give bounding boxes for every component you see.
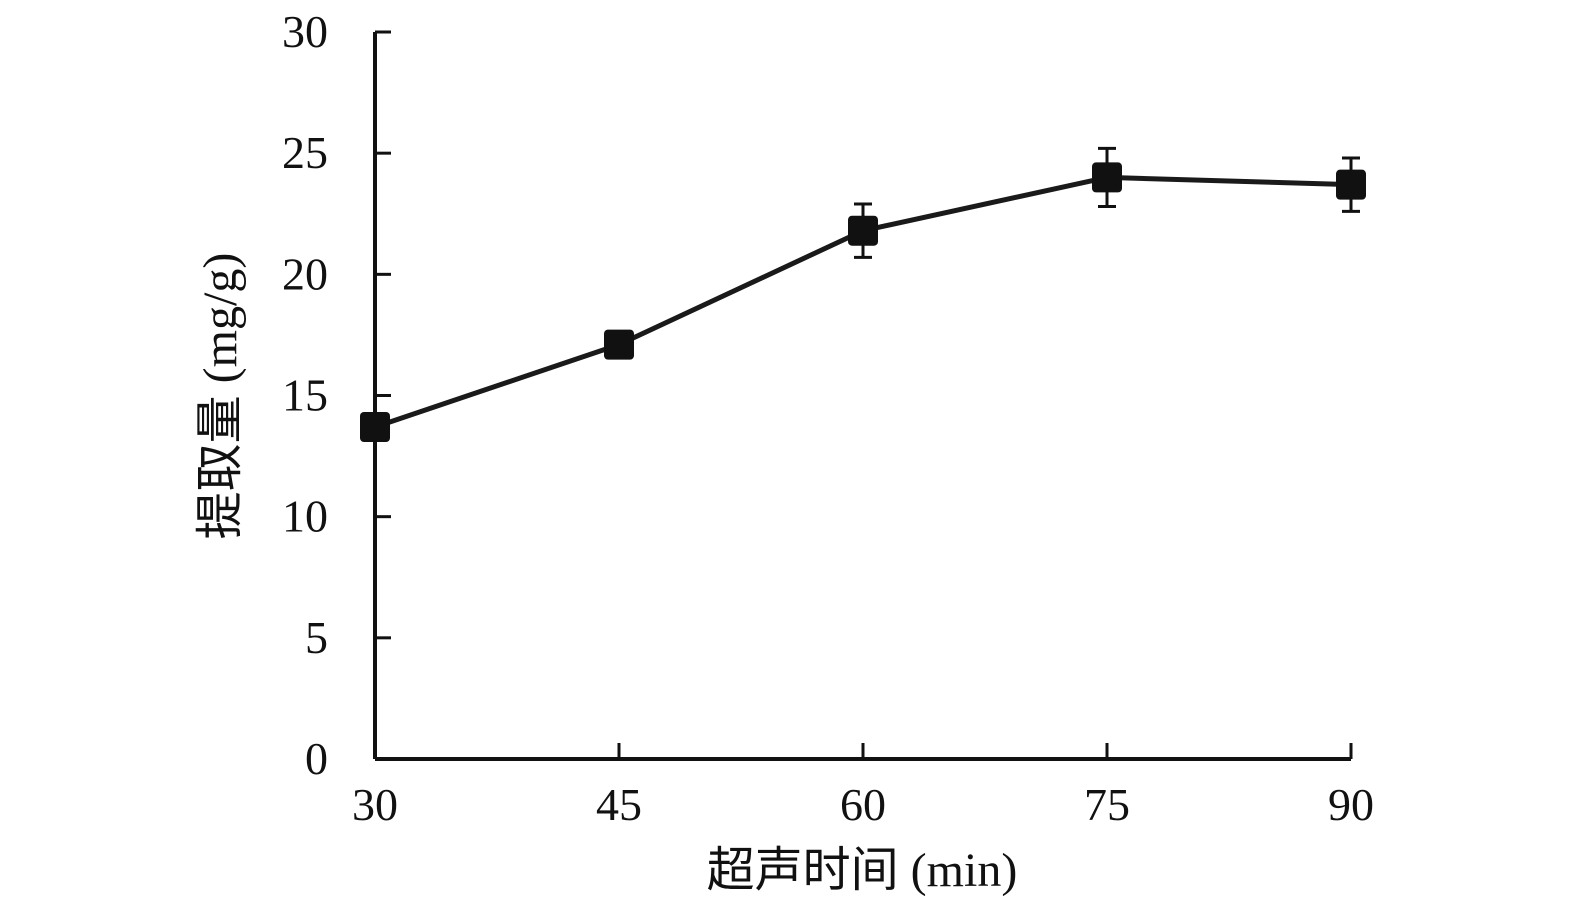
x-tick-label: 90 — [1328, 779, 1374, 830]
x-tick-label: 30 — [352, 779, 398, 830]
y-axis-title: 提取量 (mg/g) — [194, 253, 247, 540]
y-tick-label: 10 — [282, 491, 328, 542]
y-tick-label: 15 — [282, 370, 328, 421]
plot-area — [360, 146, 1366, 443]
data-point — [848, 215, 878, 246]
y-axis: 0 5 10 15 20 25 30 — [282, 6, 391, 784]
x-axis-title: 超声时间 (min) — [707, 844, 1018, 897]
y-tick-label: 0 — [305, 733, 328, 784]
y-tick-label: 20 — [282, 248, 328, 299]
x-tick-label: 45 — [596, 779, 642, 830]
y-tick-label: 30 — [282, 6, 328, 57]
data-point — [1092, 162, 1122, 193]
data-point — [604, 329, 634, 360]
x-axis: 30 45 60 75 90 — [352, 743, 1374, 830]
x-tick-label: 60 — [840, 779, 886, 830]
y-tick-label: 5 — [305, 612, 328, 663]
y-tick-label: 25 — [282, 127, 328, 178]
x-tick-label: 75 — [1084, 779, 1130, 830]
data-point — [1336, 169, 1366, 200]
